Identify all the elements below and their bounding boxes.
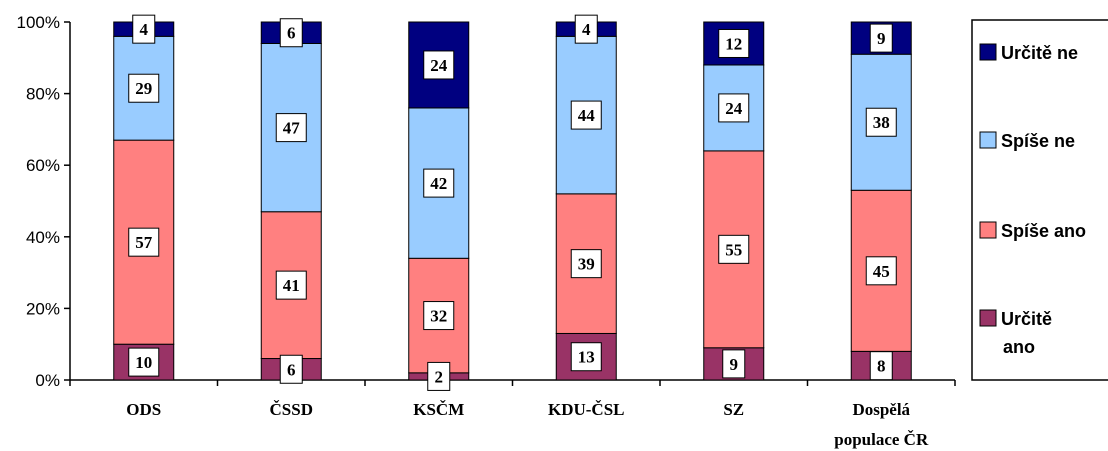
bars bbox=[113, 21, 912, 381]
data-label: 45 bbox=[873, 262, 890, 281]
bar-segment bbox=[408, 257, 470, 374]
data-label-box bbox=[865, 256, 897, 286]
legend-label: Určitě ne bbox=[1001, 43, 1078, 63]
data-label: 44 bbox=[578, 106, 596, 125]
legend-swatch bbox=[979, 309, 997, 327]
x-tick-label: Dospělá bbox=[852, 400, 910, 419]
axes: 0% 20% 40% 60% 80% 100% ODS ČSSD KSČM KDU-ČSL SZ Do… bbox=[17, 13, 956, 449]
data-label: 6 bbox=[287, 360, 296, 379]
data-label-box bbox=[423, 301, 455, 331]
data-label-box bbox=[423, 168, 455, 198]
data-label: 10 bbox=[135, 353, 152, 372]
data-label: 57 bbox=[135, 233, 153, 252]
data-label: 12 bbox=[725, 34, 742, 53]
data-label: 9 bbox=[877, 29, 886, 48]
data-label-box bbox=[279, 354, 303, 384]
legend-label: Spíše ano bbox=[1001, 221, 1086, 241]
x-tick-label: ODS bbox=[126, 400, 161, 419]
legend: Určitě ne Spíše ne Spíše ano Určitě ano bbox=[971, 19, 1108, 381]
legend-swatch bbox=[979, 221, 997, 239]
legend-label: ano bbox=[1003, 337, 1035, 357]
legend-label: Určitě bbox=[1001, 309, 1052, 329]
data-label: 32 bbox=[430, 307, 447, 326]
legend-swatch bbox=[979, 131, 997, 149]
data-label: 4 bbox=[140, 20, 149, 39]
data-label-box bbox=[722, 349, 746, 379]
data-label: 4 bbox=[582, 20, 591, 39]
data-label: 24 bbox=[725, 99, 743, 118]
y-tick-label: 40% bbox=[26, 228, 60, 247]
data-label: 39 bbox=[578, 255, 595, 274]
data-label: 8 bbox=[877, 357, 886, 376]
legend-swatch bbox=[979, 43, 997, 61]
data-label-box bbox=[718, 93, 750, 123]
data-label: 41 bbox=[283, 276, 300, 295]
data-label: 29 bbox=[135, 79, 152, 98]
x-tick-label: KDU-ČSL bbox=[548, 400, 625, 419]
y-tick-label: 60% bbox=[26, 156, 60, 175]
data-label-box bbox=[869, 351, 893, 381]
data-label-box bbox=[570, 342, 602, 372]
legend-label: Spíše ne bbox=[1001, 131, 1075, 151]
data-label-box bbox=[128, 73, 160, 103]
data-label: 38 bbox=[873, 113, 890, 132]
x-tick-label: KSČM bbox=[413, 400, 464, 419]
data-label-box bbox=[570, 249, 602, 279]
y-tick-label: 20% bbox=[26, 299, 60, 318]
data-label: 2 bbox=[435, 367, 444, 386]
data-label-box bbox=[279, 18, 303, 48]
data-label-box bbox=[574, 14, 598, 44]
data-label-box bbox=[718, 234, 750, 264]
y-tick-label: 0% bbox=[35, 371, 60, 390]
data-label-box bbox=[275, 270, 307, 300]
data-label: 42 bbox=[430, 174, 447, 193]
data-label-box bbox=[869, 23, 893, 53]
data-label-box bbox=[275, 113, 307, 143]
data-label: 24 bbox=[430, 56, 448, 75]
data-label-box bbox=[718, 28, 750, 58]
x-tick-label: SZ bbox=[723, 400, 744, 419]
data-label-box bbox=[128, 347, 160, 377]
y-tick-label: 80% bbox=[26, 85, 60, 104]
data-label-box bbox=[865, 107, 897, 137]
data-label-box bbox=[570, 100, 602, 130]
data-label-box bbox=[423, 50, 455, 80]
data-label: 55 bbox=[725, 240, 742, 259]
data-label-box bbox=[427, 361, 451, 391]
data-label: 47 bbox=[283, 119, 301, 138]
data-label: 13 bbox=[578, 348, 595, 367]
data-label-box bbox=[132, 14, 156, 44]
data-label: 6 bbox=[287, 24, 296, 43]
y-tick-label: 100% bbox=[17, 13, 60, 32]
x-tick-label: populace ČR bbox=[834, 430, 929, 449]
x-tick-label: ČSSD bbox=[270, 400, 313, 419]
data-label-box bbox=[128, 227, 160, 257]
data-label: 9 bbox=[730, 355, 739, 374]
